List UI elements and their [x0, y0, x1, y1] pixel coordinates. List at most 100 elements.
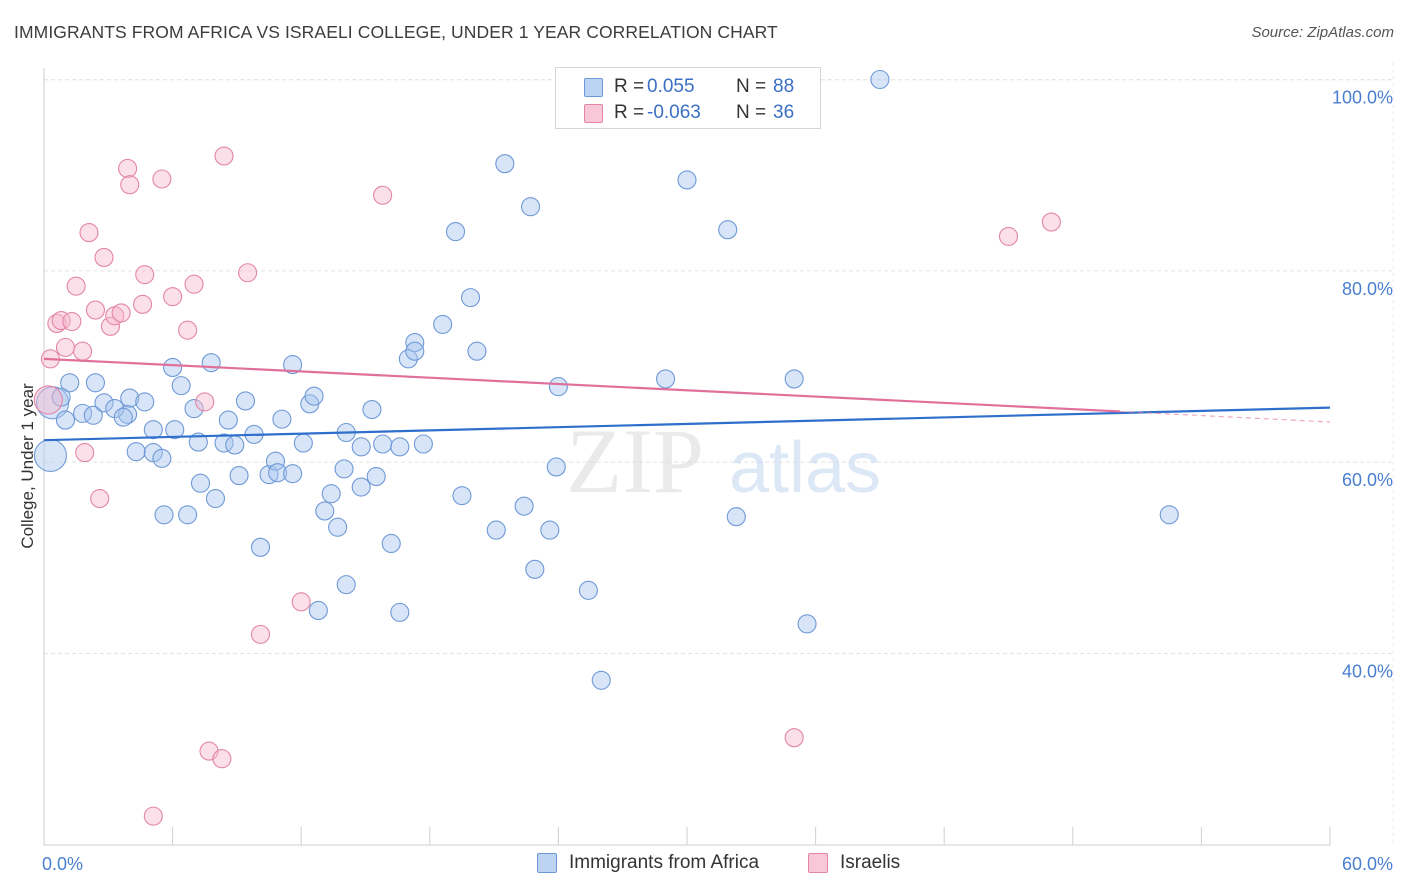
series-immigrants-from-africa-points [33, 69, 1179, 690]
data-point [291, 592, 311, 612]
trendline-israelis [43, 357, 1121, 413]
data-point [143, 420, 163, 440]
data-point [111, 303, 131, 323]
watermark-atlas: atlas [729, 428, 881, 508]
data-point [94, 393, 114, 413]
data-point [373, 185, 393, 205]
data-point [126, 442, 146, 462]
data-point [90, 488, 110, 509]
data-point [265, 451, 286, 471]
data-point [390, 437, 410, 457]
series-israelis-points [33, 146, 1061, 826]
data-point [321, 484, 341, 504]
data-point [520, 197, 541, 217]
data-point [229, 466, 249, 486]
x-tick-label-min: 0.0% [42, 854, 83, 874]
legend-label-israelis: Israelis [840, 852, 901, 873]
data-point [445, 222, 466, 242]
data-point [171, 376, 191, 396]
data-point [381, 533, 401, 554]
data-point [165, 420, 185, 440]
data-point [120, 175, 140, 195]
data-point [178, 505, 198, 525]
y-tick-label: 100.0% [1332, 88, 1393, 108]
data-point [135, 392, 155, 412]
legend-n-value: 88 [773, 76, 795, 97]
data-point [1041, 212, 1061, 232]
gridlines [44, 62, 1394, 845]
data-point [272, 409, 292, 429]
data-point [334, 459, 354, 479]
legend-r-label: R = [614, 102, 645, 123]
data-point [250, 624, 271, 644]
data-point [51, 311, 71, 331]
legend-swatch-blue [537, 853, 557, 873]
trendline-immigrants [43, 406, 1331, 442]
data-point [467, 341, 487, 361]
data-point [163, 287, 183, 307]
data-point [870, 69, 890, 90]
axes [43, 68, 1331, 846]
chart-source: Source: ZipAtlas.com [1251, 24, 1394, 41]
data-point [214, 146, 234, 166]
data-point [315, 501, 335, 521]
data-point [143, 806, 163, 826]
data-point [66, 276, 86, 296]
y-tick-label: 40.0% [1342, 662, 1393, 682]
data-point [238, 263, 258, 283]
data-point [525, 559, 545, 579]
data-point [205, 488, 226, 509]
data-point [726, 507, 746, 527]
legend-swatch-blue [584, 78, 603, 97]
data-point [83, 405, 103, 425]
data-point [591, 670, 611, 690]
correlation-legend: R = 0.055 N = 88 R = -0.063 N = 36 [555, 67, 821, 129]
data-point [308, 600, 328, 621]
data-point [486, 520, 506, 540]
data-point [514, 496, 534, 516]
data-point [135, 265, 155, 285]
data-point [85, 373, 105, 393]
data-point [152, 448, 172, 468]
data-point [100, 316, 120, 336]
data-point [373, 434, 393, 454]
data-point [184, 399, 204, 419]
data-point [413, 434, 433, 454]
data-point [495, 154, 515, 174]
data-point [55, 337, 75, 357]
legend-r-value: 0.055 [647, 76, 695, 97]
y-axis-label: College, Under 1 year [18, 383, 37, 549]
data-point [33, 385, 63, 415]
data-point [784, 369, 804, 389]
data-point [351, 437, 371, 457]
data-point [784, 728, 804, 748]
data-point [201, 353, 221, 373]
data-point [33, 438, 67, 473]
data-point [55, 410, 75, 430]
data-point [190, 473, 211, 493]
data-point [578, 580, 598, 600]
data-point [362, 399, 382, 420]
chart-title: IMMIGRANTS FROM AFRICA VS ISRAELI COLLEG… [14, 22, 778, 42]
data-point [540, 520, 560, 540]
data-point [62, 311, 82, 332]
x-tick-label-max: 60.0% [1342, 854, 1393, 874]
data-point [718, 220, 738, 240]
data-point [188, 432, 208, 452]
data-point [94, 247, 114, 267]
data-point [390, 602, 410, 622]
data-point [283, 464, 303, 484]
data-point [152, 169, 172, 189]
legend-r-label: R = [614, 76, 645, 97]
data-point [118, 158, 138, 179]
data-point [328, 517, 348, 537]
data-point [235, 391, 256, 411]
legend-r-value: -0.063 [647, 102, 701, 123]
data-point [184, 274, 204, 294]
data-point [218, 410, 238, 430]
trendline-extension [1119, 410, 1331, 423]
data-point [656, 369, 676, 389]
data-point [154, 505, 174, 525]
data-point [75, 443, 95, 463]
